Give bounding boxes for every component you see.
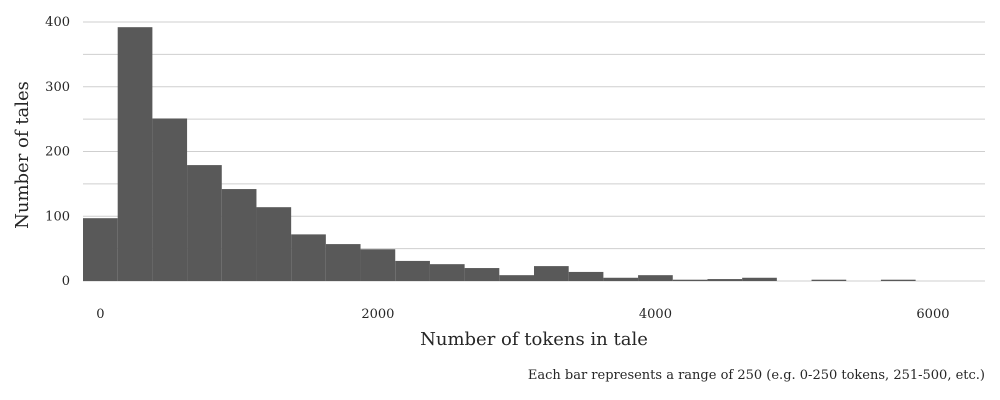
histogram-bar — [83, 218, 118, 281]
histogram-bar — [395, 260, 430, 281]
y-tick-label: 0 — [62, 274, 70, 289]
x-axis-ticks: 0 2000 4000 6000 — [96, 307, 949, 322]
y-axis-label: Number of tales — [12, 81, 33, 229]
bin-width-note: Each bar represents a range of 250 (e.g.… — [528, 368, 985, 383]
histogram-bar — [499, 275, 534, 281]
y-tick-label: 300 — [45, 80, 70, 95]
histogram-bar — [811, 279, 847, 281]
histogram-bar — [291, 234, 326, 281]
bars — [83, 27, 916, 282]
histogram-bar — [152, 118, 188, 281]
histogram-bar — [187, 165, 222, 281]
y-axis-ticks: 0 100 200 300 400 — [45, 15, 70, 289]
histogram-bar — [221, 189, 257, 281]
y-tick-label: 400 — [45, 15, 70, 30]
histogram-bar — [568, 271, 604, 281]
histogram-bar — [256, 207, 292, 281]
x-tick-label: 4000 — [639, 307, 672, 322]
histogram-bar — [672, 279, 708, 281]
histogram-bar — [464, 268, 500, 281]
histogram-bar — [638, 275, 673, 281]
histogram-bar — [880, 279, 916, 281]
x-tick-label: 6000 — [916, 307, 949, 322]
histogram-bar — [603, 277, 639, 281]
histogram-bar — [325, 244, 361, 281]
histogram-bar — [360, 249, 396, 281]
histogram-bar — [117, 27, 153, 282]
y-tick-label: 200 — [45, 145, 70, 160]
histogram-bar — [742, 277, 777, 281]
x-tick-label: 2000 — [361, 307, 394, 322]
histogram-bar — [534, 266, 569, 281]
histogram-bar — [707, 279, 743, 281]
histogram-bar — [429, 264, 465, 281]
x-axis-label: Number of tokens in tale — [420, 329, 648, 350]
x-tick-label: 0 — [96, 307, 104, 322]
y-tick-label: 100 — [45, 209, 70, 224]
